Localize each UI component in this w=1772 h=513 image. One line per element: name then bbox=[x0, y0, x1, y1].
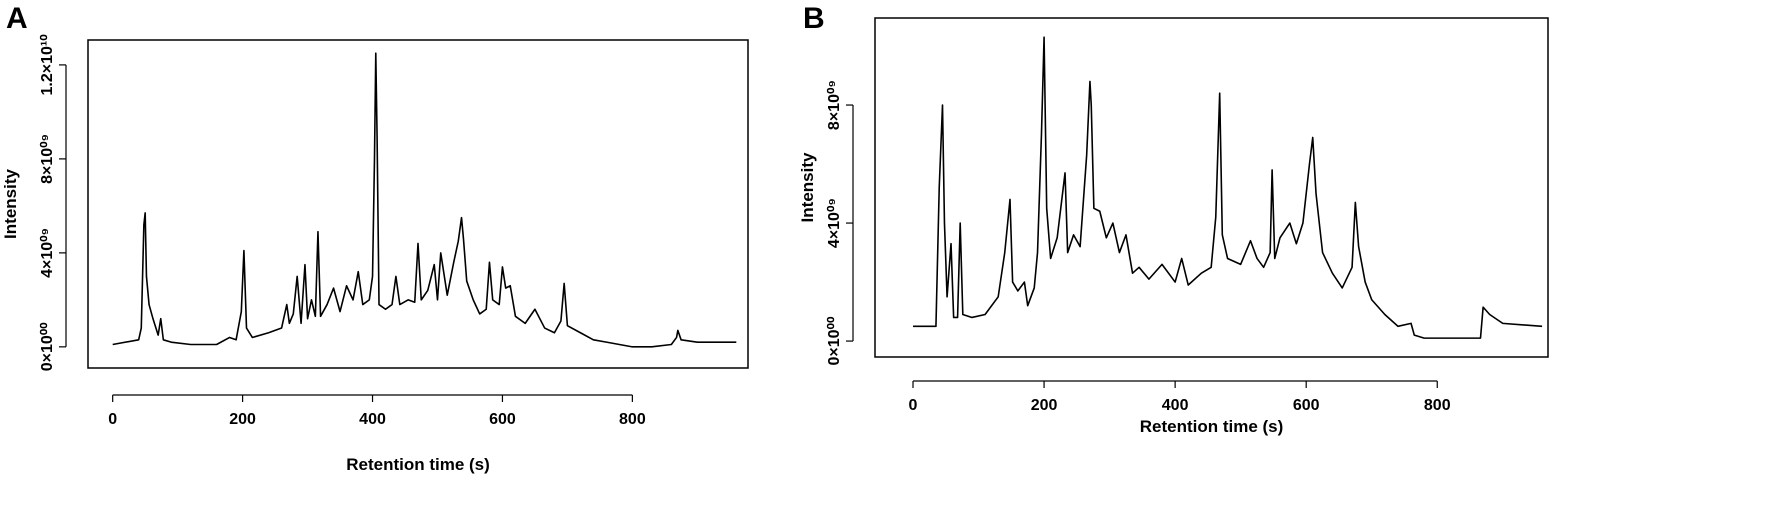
x-tick-label: 800 bbox=[1424, 397, 1451, 414]
x-tick-label: 800 bbox=[619, 411, 646, 428]
y-tick-label: 0×10⁰⁰ bbox=[826, 316, 843, 365]
x-tick-label: 600 bbox=[489, 411, 516, 428]
trace-line bbox=[913, 36, 1543, 339]
panel-label: A bbox=[6, 2, 28, 35]
x-tick-label: 200 bbox=[229, 411, 256, 428]
trace-line bbox=[112, 52, 737, 348]
x-tick-label: 600 bbox=[1293, 397, 1320, 414]
x-tick-label: 0 bbox=[108, 411, 117, 428]
x-tick-label: 0 bbox=[909, 397, 918, 414]
y-axis-title: Intensity bbox=[798, 152, 817, 222]
x-tick-label: 400 bbox=[359, 411, 386, 428]
x-axis-title: Retention time (s) bbox=[346, 455, 490, 474]
y-tick-label: 8×10⁰⁹ bbox=[39, 134, 56, 184]
x-axis-title: Retention time (s) bbox=[1140, 417, 1284, 436]
x-tick-label: 400 bbox=[1162, 397, 1189, 414]
y-tick-label: 1.2×10¹⁰ bbox=[39, 34, 56, 96]
panel-label: B bbox=[803, 2, 825, 35]
y-tick-label: 0×10⁰⁰ bbox=[39, 322, 56, 371]
plot-frame bbox=[87, 39, 749, 369]
y-tick-label: 4×10⁰⁹ bbox=[826, 198, 843, 248]
y-tick-label: 8×10⁰⁹ bbox=[826, 80, 843, 130]
plot-frame bbox=[874, 17, 1549, 358]
y-tick-label: 4×10⁰⁹ bbox=[39, 228, 56, 278]
x-tick-label: 200 bbox=[1031, 397, 1058, 414]
y-axis-title: Intensity bbox=[1, 169, 20, 239]
